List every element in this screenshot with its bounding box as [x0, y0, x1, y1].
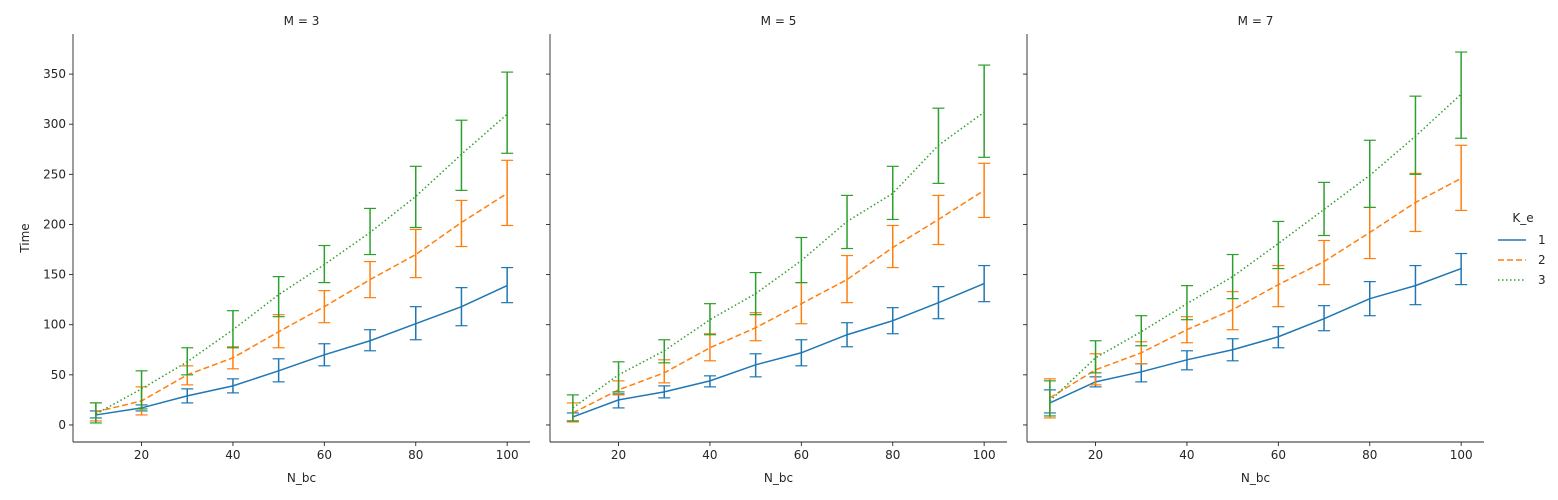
legend-label: 1	[1538, 233, 1546, 247]
series-1	[89, 266, 514, 419]
series-line	[572, 282, 985, 418]
y-tick-label: 50	[51, 368, 66, 382]
series-line	[95, 113, 508, 415]
y-tick-label: 250	[43, 167, 66, 181]
y-axis-title: Time	[18, 223, 32, 253]
y-tick-label: 350	[43, 67, 66, 81]
series-line	[1049, 93, 1462, 402]
panel-1: M = 3 20 40 60 80 100 N_bc 0 50 100 150 200 250 300 35…	[18, 14, 530, 485]
x-tick-label: 100	[1450, 448, 1473, 462]
x-axis-title: N_bc	[764, 471, 793, 485]
legend-title: K_e	[1512, 211, 1533, 225]
series-line	[95, 192, 508, 413]
series-3	[89, 71, 514, 424]
series-2	[89, 159, 514, 422]
x-tick-label: 100	[973, 448, 996, 462]
x-tick-label: 60	[794, 448, 809, 462]
series-3	[1043, 51, 1468, 417]
series-line	[572, 111, 985, 409]
panel-title: M = 5	[761, 14, 797, 28]
x-axis-title: N_bc	[287, 471, 316, 485]
panel-2: M = 5 20 40 60 80 100 N_bc	[546, 14, 1007, 485]
series-2	[1043, 144, 1468, 419]
panel-3: M = 7 20 40 60 80 100 N_bc	[1023, 14, 1484, 485]
series-1	[1043, 252, 1468, 414]
series-2	[566, 162, 991, 423]
x-axis-title: N_bc	[1241, 471, 1270, 485]
x-tick-label: 40	[702, 448, 717, 462]
x-tick-label: 60	[317, 448, 332, 462]
legend-label: 2	[1538, 253, 1546, 267]
x-tick-label: 40	[1179, 448, 1194, 462]
x-tick-label: 100	[496, 448, 519, 462]
y-tick-label: 150	[43, 268, 66, 282]
y-tick-label: 100	[43, 318, 66, 332]
series-3	[566, 64, 991, 422]
panel-title: M = 7	[1238, 14, 1274, 28]
x-tick-label: 40	[225, 448, 240, 462]
y-tick-label: 200	[43, 217, 66, 231]
x-tick-label: 60	[1271, 448, 1286, 462]
y-tick-label: 0	[58, 418, 66, 432]
x-tick-label: 80	[885, 448, 900, 462]
x-tick-label: 80	[408, 448, 423, 462]
series-line	[1049, 267, 1462, 404]
panel-title: M = 3	[284, 14, 320, 28]
x-tick-label: 20	[134, 448, 149, 462]
legend-label: 3	[1538, 273, 1546, 287]
x-tick-label: 20	[1088, 448, 1103, 462]
legend: K_e 1 2 3	[1498, 211, 1546, 287]
series-1	[566, 264, 991, 422]
series-line	[572, 189, 985, 414]
x-tick-label: 20	[611, 448, 626, 462]
series-line	[95, 284, 508, 416]
x-tick-label: 80	[1362, 448, 1377, 462]
series-line	[1049, 177, 1462, 399]
y-tick-label: 300	[43, 117, 66, 131]
